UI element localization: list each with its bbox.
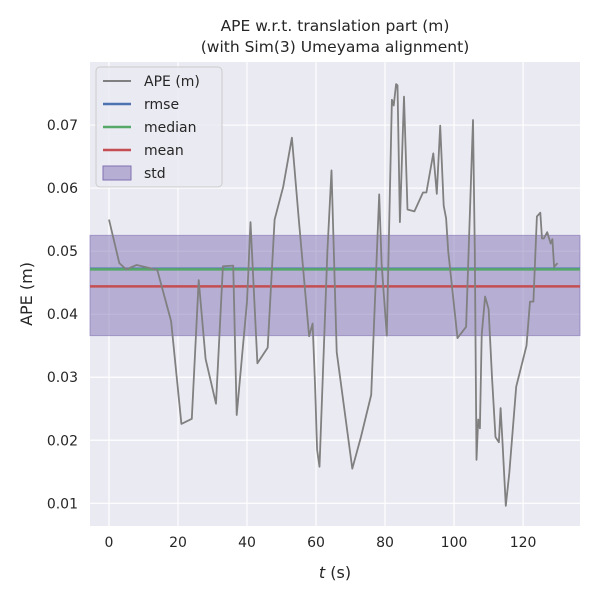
x-tick-label: 40: [238, 535, 256, 551]
y-tick-label: 0.04: [47, 307, 78, 323]
legend: APE (m) rmse median mean std: [95, 66, 223, 188]
y-tick-label: 0.01: [47, 496, 78, 512]
legend-label: APE (m): [144, 74, 200, 90]
y-tick-label: 0.06: [47, 181, 78, 197]
y-tick-label: 0.07: [47, 118, 78, 134]
x-axis-label-unit: (s): [325, 563, 351, 582]
x-tick-label: 100: [441, 535, 468, 551]
x-axis-label: t (s): [319, 563, 351, 582]
y-tick-labels: 0.01 0.02 0.03 0.04 0.05 0.06 0.07: [47, 118, 78, 512]
x-tick-label: 120: [510, 535, 537, 551]
x-axis-label-variable: t: [319, 563, 326, 582]
legend-box: [95, 66, 223, 188]
y-tick-label: 0.02: [47, 433, 78, 449]
chart-title-line-1: APE w.r.t. translation part (m): [221, 17, 450, 35]
legend-label: std: [144, 166, 166, 182]
legend-label: rmse: [144, 97, 179, 113]
x-tick-label: 80: [376, 535, 394, 551]
y-tick-label: 0.03: [47, 370, 78, 386]
x-tick-label: 0: [105, 535, 114, 551]
legend-label: mean: [144, 143, 184, 159]
series-layer: [108, 83, 559, 507]
legend-swatch-std: [102, 165, 132, 181]
legend-label: median: [144, 120, 196, 136]
x-tick-label: 60: [307, 535, 325, 551]
y-axis-label: APE (m): [17, 262, 36, 326]
ape-series-line: [108, 83, 559, 507]
chart-title-line-2: (with Sim(3) Umeyama alignment): [201, 38, 470, 56]
x-tick-labels: 0 20 40 60 80 100 120: [105, 535, 537, 551]
y-tick-label: 0.05: [47, 244, 78, 260]
x-tick-label: 20: [169, 535, 187, 551]
